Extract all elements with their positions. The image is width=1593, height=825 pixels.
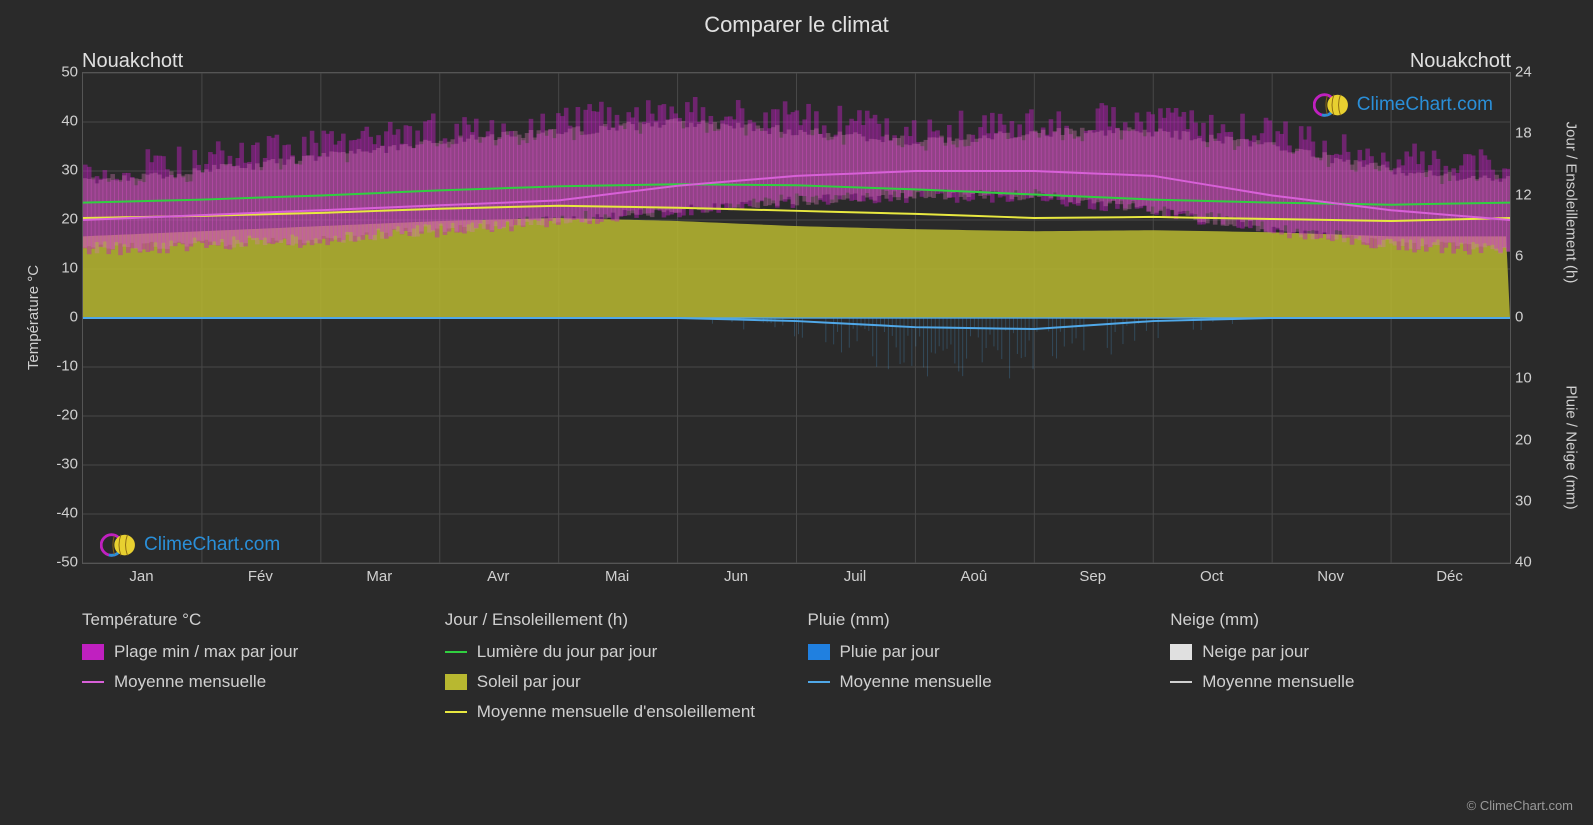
- ytick-right-h: 24: [1515, 64, 1545, 81]
- ytick-left: -20: [42, 407, 78, 424]
- legend-head: Température °C: [82, 610, 435, 630]
- xtick-month: Jan: [129, 568, 153, 585]
- ytick-left: -30: [42, 456, 78, 473]
- climate-chart: Comparer le climat Nouakchott Nouakchott…: [0, 0, 1593, 825]
- y-axis-left-label: Température °C: [24, 72, 44, 562]
- location-left: Nouakchott: [82, 50, 183, 73]
- brand-logo-top: ClimeChart.com: [1313, 90, 1493, 120]
- legend-item: Moyenne mensuelle d'ensoleillement: [445, 702, 798, 722]
- ytick-right-h: 18: [1515, 125, 1545, 142]
- legend-col: Pluie (mm) Pluie par jour Moyenne mensuell…: [808, 610, 1171, 732]
- ytick-left: -50: [42, 554, 78, 571]
- legend-item: Pluie par jour: [808, 642, 1161, 662]
- legend-label: Moyenne mensuelle: [840, 672, 992, 692]
- legend-item: Soleil par jour: [445, 672, 798, 692]
- ytick-right-h: 12: [1515, 186, 1545, 203]
- plot-area: [82, 72, 1511, 564]
- xtick-month: Aoû: [961, 568, 988, 585]
- legend-swatch: [808, 681, 830, 683]
- legend-label: Moyenne mensuelle: [1202, 672, 1354, 692]
- legend-swatch: [82, 681, 104, 683]
- legend-swatch: [1170, 681, 1192, 683]
- legend-item: Plage min / max par jour: [82, 642, 435, 662]
- legend-item: Moyenne mensuelle: [82, 672, 435, 692]
- legend-col: Jour / Ensoleillement (h) Lumière du jour…: [445, 610, 808, 732]
- ytick-right-mm: 40: [1515, 554, 1545, 571]
- xtick-month: Mar: [366, 568, 392, 585]
- ytick-right-mm: 30: [1515, 492, 1545, 509]
- ytick-left: 30: [42, 162, 78, 179]
- legend-label: Soleil par jour: [477, 672, 581, 692]
- globe-icon: [100, 530, 138, 560]
- ytick-left: 10: [42, 260, 78, 277]
- legend-col: Neige (mm) Neige par jour Moyenne mensuell…: [1170, 610, 1533, 732]
- legend-label: Moyenne mensuelle: [114, 672, 266, 692]
- globe-icon: [1313, 90, 1351, 120]
- location-right: Nouakchott: [1410, 50, 1511, 73]
- legend: Température °C Plage min / max par jour Mo…: [82, 610, 1533, 732]
- xtick-month: Fév: [248, 568, 273, 585]
- ytick-left: -10: [42, 358, 78, 375]
- legend-swatch: [1170, 644, 1192, 660]
- y-axis-right-top-label: Jour / Ensoleillement (h): [1561, 72, 1581, 333]
- legend-label: Plage min / max par jour: [114, 642, 298, 662]
- legend-swatch: [82, 644, 104, 660]
- xtick-month: Sep: [1079, 568, 1106, 585]
- ytick-left: 20: [42, 211, 78, 228]
- xtick-month: Jun: [724, 568, 748, 585]
- legend-label: Neige par jour: [1202, 642, 1309, 662]
- legend-swatch: [445, 651, 467, 653]
- xtick-month: Juil: [844, 568, 867, 585]
- xtick-month: Avr: [487, 568, 509, 585]
- legend-label: Lumière du jour par jour: [477, 642, 657, 662]
- brand-logo-bottom: ClimeChart.com: [100, 530, 280, 560]
- legend-head: Pluie (mm): [808, 610, 1161, 630]
- y-axis-right-bottom-label: Pluie / Neige (mm): [1561, 333, 1581, 562]
- rain-daily: [712, 318, 1232, 378]
- chart-title: Comparer le climat: [0, 12, 1593, 38]
- ytick-left: 50: [42, 64, 78, 81]
- legend-item: Lumière du jour par jour: [445, 642, 798, 662]
- xtick-month: Oct: [1200, 568, 1223, 585]
- legend-head: Jour / Ensoleillement (h): [445, 610, 798, 630]
- legend-head: Neige (mm): [1170, 610, 1523, 630]
- xtick-month: Mai: [605, 568, 629, 585]
- legend-label: Moyenne mensuelle d'ensoleillement: [477, 702, 755, 722]
- brand-text: ClimeChart.com: [144, 534, 280, 556]
- legend-label: Pluie par jour: [840, 642, 940, 662]
- xtick-month: Nov: [1317, 568, 1344, 585]
- legend-item: Moyenne mensuelle: [808, 672, 1161, 692]
- legend-swatch: [808, 644, 830, 660]
- ytick-left: 0: [42, 309, 78, 326]
- ytick-right-h: 6: [1515, 247, 1545, 264]
- plot-svg: [83, 73, 1510, 563]
- copyright: © ClimeChart.com: [1467, 798, 1573, 813]
- ytick-left: -40: [42, 505, 78, 522]
- legend-col: Température °C Plage min / max par jour Mo…: [82, 610, 445, 732]
- brand-text: ClimeChart.com: [1357, 94, 1493, 116]
- ytick-right-mm: 20: [1515, 431, 1545, 448]
- legend-swatch: [445, 711, 467, 713]
- legend-item: Neige par jour: [1170, 642, 1523, 662]
- legend-item: Moyenne mensuelle: [1170, 672, 1523, 692]
- xtick-month: Déc: [1436, 568, 1463, 585]
- legend-swatch: [445, 674, 467, 690]
- ytick-right-mm: 10: [1515, 370, 1545, 387]
- ytick-right-h: 0: [1515, 309, 1545, 326]
- ytick-left: 40: [42, 113, 78, 130]
